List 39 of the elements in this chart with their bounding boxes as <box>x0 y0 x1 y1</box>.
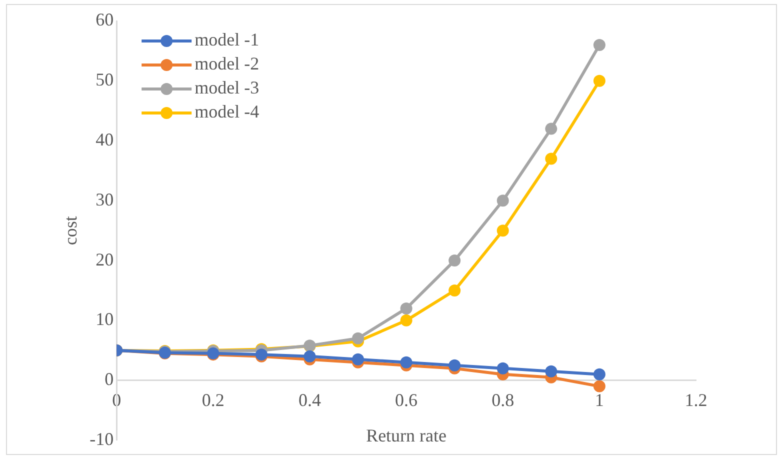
point <box>545 152 558 165</box>
point <box>448 254 461 267</box>
x-tick-label: 0.6 <box>395 390 418 410</box>
legend-label: model -4 <box>194 102 260 122</box>
point <box>400 314 412 326</box>
point <box>448 284 461 296</box>
y-tick-label: 50 <box>96 70 114 90</box>
point <box>593 74 606 87</box>
point <box>545 122 558 135</box>
x-tick-label: 1.2 <box>684 390 708 410</box>
legend-label: model -2 <box>194 54 260 74</box>
y-tick-label: 30 <box>96 189 114 210</box>
point <box>496 362 509 374</box>
x-tick-label: 1 <box>594 390 604 410</box>
y-axis-title: cost <box>60 216 81 246</box>
y-tick-label: 60 <box>96 10 114 30</box>
point <box>448 359 461 372</box>
x-tick-label: 0.4 <box>298 390 321 410</box>
point <box>593 368 606 380</box>
point <box>593 380 606 392</box>
point <box>496 224 509 237</box>
x-tick-label: 0.8 <box>492 390 514 410</box>
x-tick-label: 0.2 <box>202 390 224 410</box>
point <box>400 356 412 368</box>
point <box>496 194 509 207</box>
legend-label: model -3 <box>194 78 260 98</box>
point <box>400 302 412 314</box>
y-tick-label: 0 <box>104 369 114 390</box>
point <box>352 332 364 344</box>
y-tick-label: 40 <box>96 130 114 150</box>
point <box>545 365 558 378</box>
point <box>593 38 606 51</box>
legend-label: model -1 <box>194 30 260 50</box>
y-tick-label: 10 <box>96 309 114 330</box>
y-tick-label: 20 <box>96 249 114 270</box>
y-tick-label: -10 <box>90 428 114 449</box>
point <box>352 353 364 366</box>
point <box>304 350 316 362</box>
x-axis-title: Return rate <box>366 425 447 446</box>
